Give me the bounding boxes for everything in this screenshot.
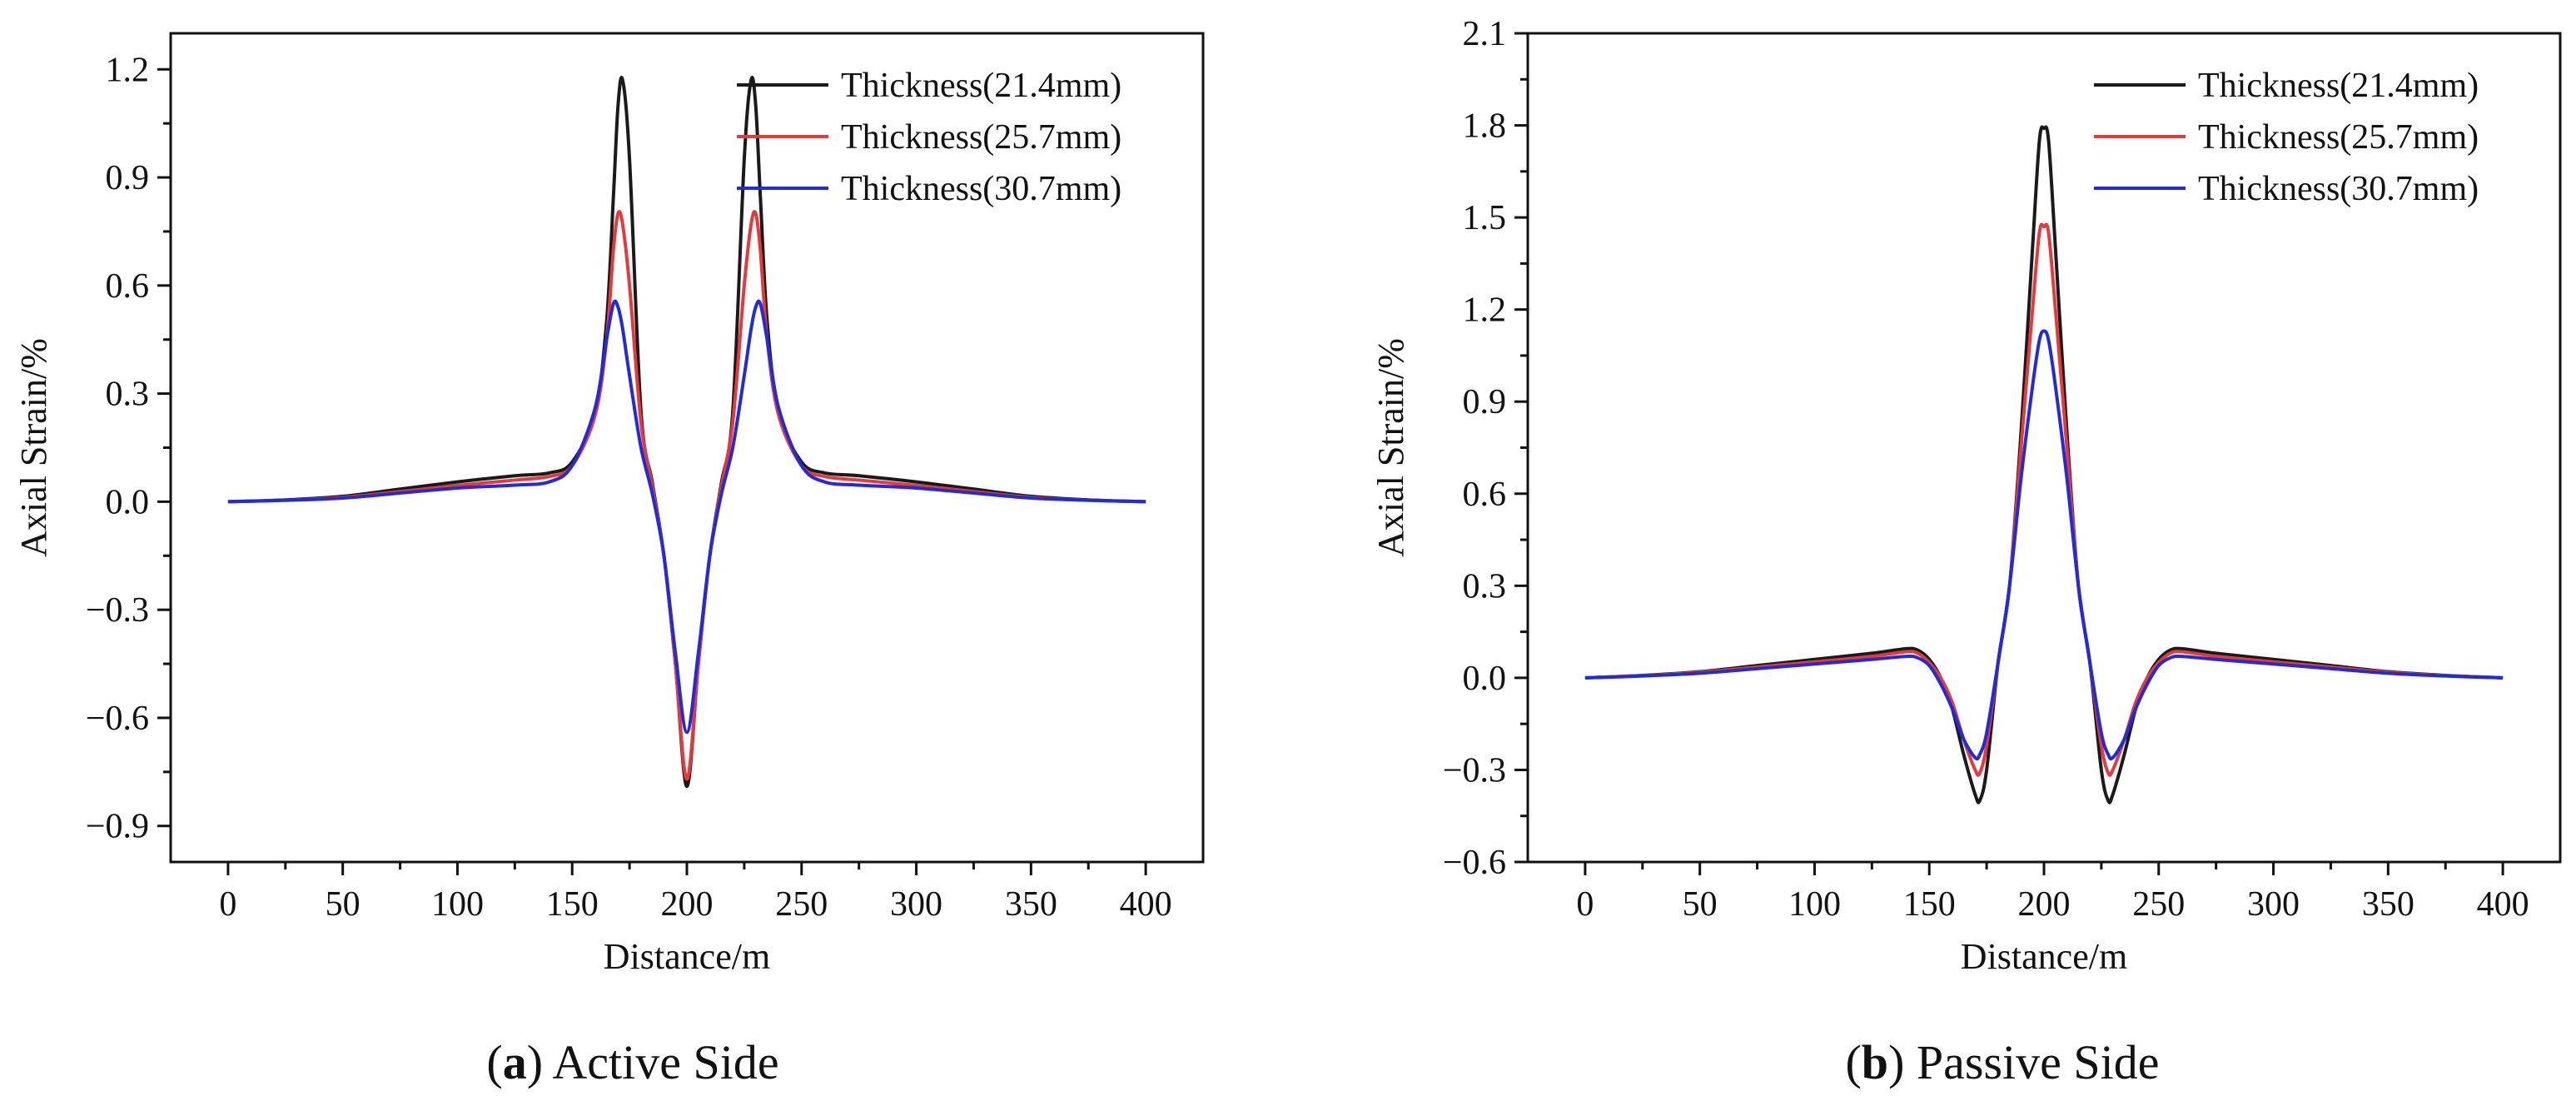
panel-b-y-tick-label: 1.2 (1463, 291, 1507, 330)
panel-a-ticks: 0 50 100 150 200 250 300 350 400 −0.9 −0.6 −0.3 0.0 0… (86, 51, 1172, 924)
panel-a-caption-text: Active Side (543, 1035, 779, 1089)
panel-a-legend-label-1: Thickness(21.4mm) (841, 67, 1121, 105)
panel-b-x-tick-label: 200 (2018, 885, 2071, 924)
panel-b-legend-label-3: Thickness(30.7mm) (2198, 170, 2479, 208)
panel-a-x-axis-title: Distance/m (604, 936, 770, 977)
panel-a-series-line-1 (227, 76, 1146, 789)
panel-b-y-tick-label: 2.1 (1463, 15, 1507, 53)
panel-a-y-tick-label: 0.0 (106, 483, 150, 521)
panel-a-y-tick-label: 0.9 (106, 159, 150, 197)
panel-b-caption-letter: b (1862, 1035, 1888, 1089)
panel-b-y-tick-label: 1.5 (1463, 199, 1507, 237)
panel-a-y-axis-title: Axial Strain/% (13, 338, 54, 557)
panel-a-series-line-2 (227, 210, 1146, 781)
panel-a-y-tick-label: −0.6 (86, 700, 149, 738)
panel-b-plot-frame (1526, 32, 2562, 864)
panel-b-y-tick-label: 0.0 (1463, 660, 1507, 698)
panel-a-x-tick-label: 400 (1120, 885, 1172, 924)
panel-a-x-tick-label: 300 (890, 885, 942, 924)
panel-b-series-line-1 (1584, 125, 2504, 805)
panel-b-caption: (b) Passive Side (1845, 1035, 2159, 1089)
panel-a-caption-close: ) (527, 1035, 543, 1089)
panel-a-caption: (a) Active Side (486, 1035, 778, 1089)
panel-b-x-tick-label: 400 (2477, 885, 2529, 924)
panel-b-legend-label-1: Thickness(21.4mm) (2198, 67, 2479, 105)
panel-a-x-tick-label: 150 (546, 885, 599, 924)
panel-a-plot-frame (169, 32, 1205, 864)
panel-a-legend-label-2: Thickness(25.7mm) (841, 118, 1121, 157)
panel-b-y-tick-label: 1.8 (1463, 107, 1507, 146)
panel-b-legend: Thickness(21.4mm) Thickness(25.7mm) Thickn… (2094, 67, 2479, 208)
panel-a-x-tick-label: 350 (1005, 885, 1057, 924)
panel-b-y-tick-label: −0.6 (1443, 844, 1506, 882)
panel-b-y-tick-label: 0.9 (1463, 383, 1507, 421)
panel-b-y-tick-label: 0.3 (1463, 567, 1507, 605)
panel-b-x-tick-label: 250 (2132, 885, 2185, 924)
panel-b-legend-label-2: Thickness(25.7mm) (2198, 118, 2479, 157)
panel-b-caption-text: Passive Side (1904, 1035, 2159, 1089)
panel-b-passive-side: 0 50 100 150 200 250 300 350 400 −0.6 −0.3 0.0 0.3 0.… (1370, 15, 2562, 1089)
panel-a-y-tick-label: 1.2 (106, 51, 150, 89)
panel-b-series-line-2 (1584, 222, 2504, 777)
panel-a-x-tick-label: 200 (661, 885, 714, 924)
panel-b-y-tick-label: 0.6 (1463, 476, 1507, 514)
panel-a-x-tick-label: 250 (775, 885, 828, 924)
panel-b-series-line-3 (1584, 329, 2504, 761)
panel-a-caption-open: ( (486, 1035, 502, 1089)
panel-b-caption-close: ) (1888, 1035, 1904, 1089)
panel-a-legend: Thickness(21.4mm) Thickness(25.7mm) Thickn… (737, 67, 1121, 208)
panel-a-x-tick-label: 100 (431, 885, 484, 924)
panel-a-series (227, 76, 1146, 789)
panel-b-caption-open: ( (1845, 1035, 1861, 1089)
panel-a-x-tick-label: 0 (219, 885, 236, 924)
panel-a-caption-letter: a (503, 1035, 527, 1089)
panel-b-y-axis-title: Axial Strain/% (1370, 338, 1411, 557)
panel-a-x-tick-label: 50 (326, 885, 361, 924)
panel-a-series-line-3 (227, 299, 1146, 735)
panel-a-y-tick-label: 0.6 (106, 267, 150, 306)
panel-a-y-tick-label: −0.3 (86, 591, 149, 630)
panel-b-x-tick-label: 100 (1788, 885, 1841, 924)
panel-b-y-tick-label: −0.3 (1443, 751, 1506, 790)
panel-a-y-tick-label: −0.9 (86, 808, 149, 846)
panel-a-y-tick-label: 0.3 (106, 376, 150, 414)
panel-b-x-tick-label: 150 (1903, 885, 1956, 924)
panel-b-x-axis-title: Distance/m (1961, 936, 2127, 977)
panel-b-x-tick-label: 300 (2247, 885, 2300, 924)
panel-a-active-side: 0 50 100 150 200 250 300 350 400 −0.9 −0.6 −0.3 0.0 0… (13, 32, 1205, 1089)
panel-b-x-tick-label: 50 (1683, 885, 1718, 924)
panel-b-series (1584, 125, 2504, 805)
panel-b-x-tick-label: 350 (2362, 885, 2414, 924)
panel-b-ticks: 0 50 100 150 200 250 300 350 400 −0.6 −0.3 0.0 0.3 0.… (1443, 15, 2529, 924)
panel-b-x-tick-label: 0 (1576, 885, 1594, 924)
panel-a-legend-label-3: Thickness(30.7mm) (841, 170, 1121, 208)
